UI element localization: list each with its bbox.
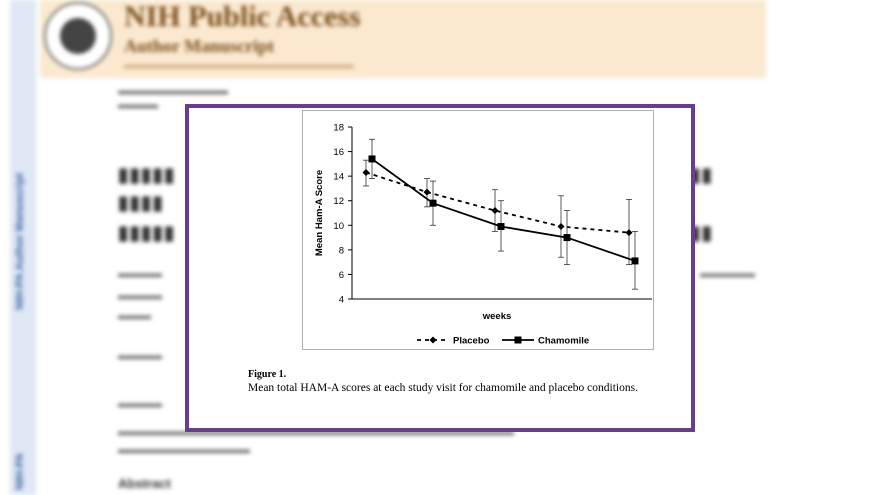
affiliation-placeholder-2: ▬▬▬ <box>118 310 151 322</box>
header-title: NIH Public Access <box>124 0 361 33</box>
authors-placeholder-1: ▬▬▬▬ <box>118 268 162 280</box>
chamomile-legend-label: Chamomile <box>538 336 589 347</box>
placebo-legend-label: Placebo <box>453 336 490 347</box>
journal-line-placeholder: ▬▬▬▬ <box>118 100 158 111</box>
line-chart: 4 6 8 10 12 14 16 18 Mean Ham-A Score weeks Placeb… <box>314 123 652 347</box>
header-subtitle: Author Manuscript <box>124 36 275 56</box>
header-banner <box>40 0 766 78</box>
article-title-placeholder-1: ▮▮▮▮▮ <box>118 165 176 186</box>
y-axis-label: Mean Ham-A Score <box>314 170 325 256</box>
y-tick-label: 6 <box>339 270 344 281</box>
chamomile-point <box>631 257 639 265</box>
header-citation-placeholder: ▬▬▬▬▬▬▬▬▬▬▬▬▬▬▬▬▬▬▬▬▬▬▬ <box>124 60 354 71</box>
y-tick-label: 10 <box>333 221 344 232</box>
placebo-point <box>491 207 499 215</box>
chamomile-series-line <box>371 158 636 262</box>
placebo-legend-marker <box>429 336 437 344</box>
affiliation-placeholder-3: ▬▬▬▬ <box>118 350 162 362</box>
article-title-placeholder-2: ▮▮ <box>690 165 713 186</box>
chamomile-legend-marker <box>514 336 522 344</box>
y-tick-label: 4 <box>339 295 344 306</box>
figure-caption: Mean total HAM-A scores at each study vi… <box>248 382 638 394</box>
strip-text-bottom: NIH-PA <box>14 452 26 490</box>
affiliation-placeholder-6: ▬▬▬▬▬▬▬▬▬▬▬▬ <box>118 444 250 456</box>
chamomile-point <box>368 155 376 163</box>
left-margin-strip <box>10 0 36 495</box>
chamomile-point <box>563 234 571 242</box>
abstract-heading: Abstract <box>118 476 171 491</box>
affiliation-placeholder-4: ▬▬▬▬ <box>118 398 162 410</box>
x-axis-label: weeks <box>482 311 512 322</box>
article-title-placeholder-3: ▮▮▮▮ <box>118 193 164 214</box>
chart-border <box>302 110 654 350</box>
y-tick-label: 8 <box>339 245 344 256</box>
placebo-point <box>362 168 370 176</box>
article-title-placeholder-5: ▮▮ <box>690 223 713 244</box>
y-tick-label: 16 <box>333 147 344 158</box>
y-tick-label: 14 <box>333 172 344 183</box>
y-tick-label: 12 <box>333 196 344 207</box>
placebo-point <box>625 229 633 237</box>
placebo-series-line <box>365 171 630 234</box>
article-title-placeholder-4: ▮▮▮▮▮ <box>118 223 176 244</box>
chamomile-point <box>497 223 505 231</box>
affiliation-placeholder-1: ▬▬▬▬ <box>118 290 162 302</box>
authors-placeholder-2: ▬▬▬▬▬ <box>700 268 755 280</box>
y-tick-label: 18 <box>333 123 344 134</box>
placebo-point <box>423 188 431 196</box>
figure-label: Figure 1. <box>248 369 287 380</box>
placebo-point <box>557 223 565 231</box>
nih-seal-logo <box>44 2 112 70</box>
strip-text-top: NIH-PA Author Manuscript <box>14 172 26 310</box>
published-line-placeholder: ▬▬▬▬▬▬▬▬▬▬▬ <box>118 86 228 97</box>
chamomile-point <box>429 199 437 207</box>
